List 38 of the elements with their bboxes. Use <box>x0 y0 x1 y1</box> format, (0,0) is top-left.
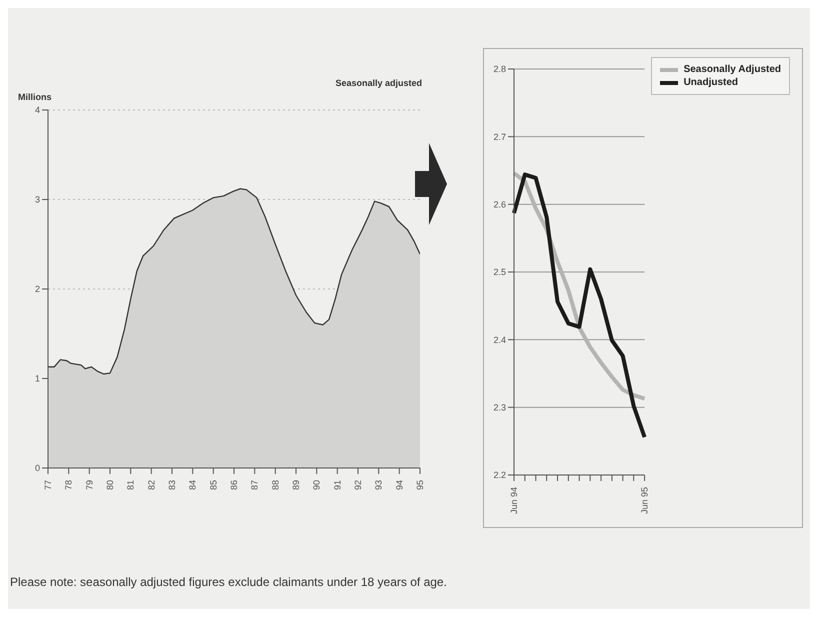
x-tick-label: 87 <box>250 480 260 490</box>
y-tick-label: 2.6 <box>493 200 506 210</box>
x-tick-label: 90 <box>312 480 322 490</box>
x-tick-label: 85 <box>208 480 218 490</box>
y-axis-title: Millions <box>18 92 52 102</box>
x-tick-label: 79 <box>84 480 94 490</box>
x-tick-label: 92 <box>353 480 363 490</box>
x-tick-label: 93 <box>374 480 384 490</box>
y-tick-label: 3 <box>34 194 40 205</box>
y-tick-label: 2.5 <box>493 267 506 278</box>
y-tick-label: 2.2 <box>493 470 506 480</box>
chart-subtitle: Seasonally adjusted <box>335 78 422 88</box>
x-tick-label: 86 <box>229 480 239 490</box>
y-tick-label: 0 <box>34 463 40 474</box>
y-tick-label: 1 <box>34 374 40 384</box>
x-tick-label: 83 <box>167 480 177 490</box>
y-tick-label: 2.8 <box>493 64 506 74</box>
x-tick-label: Jun 95 <box>640 487 650 514</box>
x-tick-label: 80 <box>105 480 115 490</box>
y-tick-label: 4 <box>34 105 40 116</box>
x-tick-label: 77 <box>43 480 53 490</box>
y-tick-label: 2 <box>34 284 40 294</box>
x-tick-label: 78 <box>64 480 74 490</box>
x-tick-label: 82 <box>146 480 156 490</box>
y-tick-label: 2.3 <box>493 402 506 413</box>
y-tick-label: 2.7 <box>493 132 506 142</box>
y-tick-label: 2.4 <box>493 334 506 345</box>
legend-label: Seasonally Adjusted <box>684 64 781 75</box>
x-tick-label: 94 <box>394 480 404 490</box>
x-tick-label: Jun 94 <box>509 487 519 514</box>
x-tick-label: 81 <box>126 480 136 490</box>
x-tick-label: 89 <box>291 480 301 490</box>
x-tick-label: 84 <box>188 480 198 490</box>
legend-label: Unadjusted <box>684 77 738 88</box>
x-tick-label: 88 <box>270 480 280 490</box>
x-tick-label: 91 <box>332 480 342 490</box>
x-tick-label: 95 <box>415 480 425 490</box>
text: Please note: seasonally adjusted figures exclude claimants under 18 years of age. <box>10 575 447 589</box>
